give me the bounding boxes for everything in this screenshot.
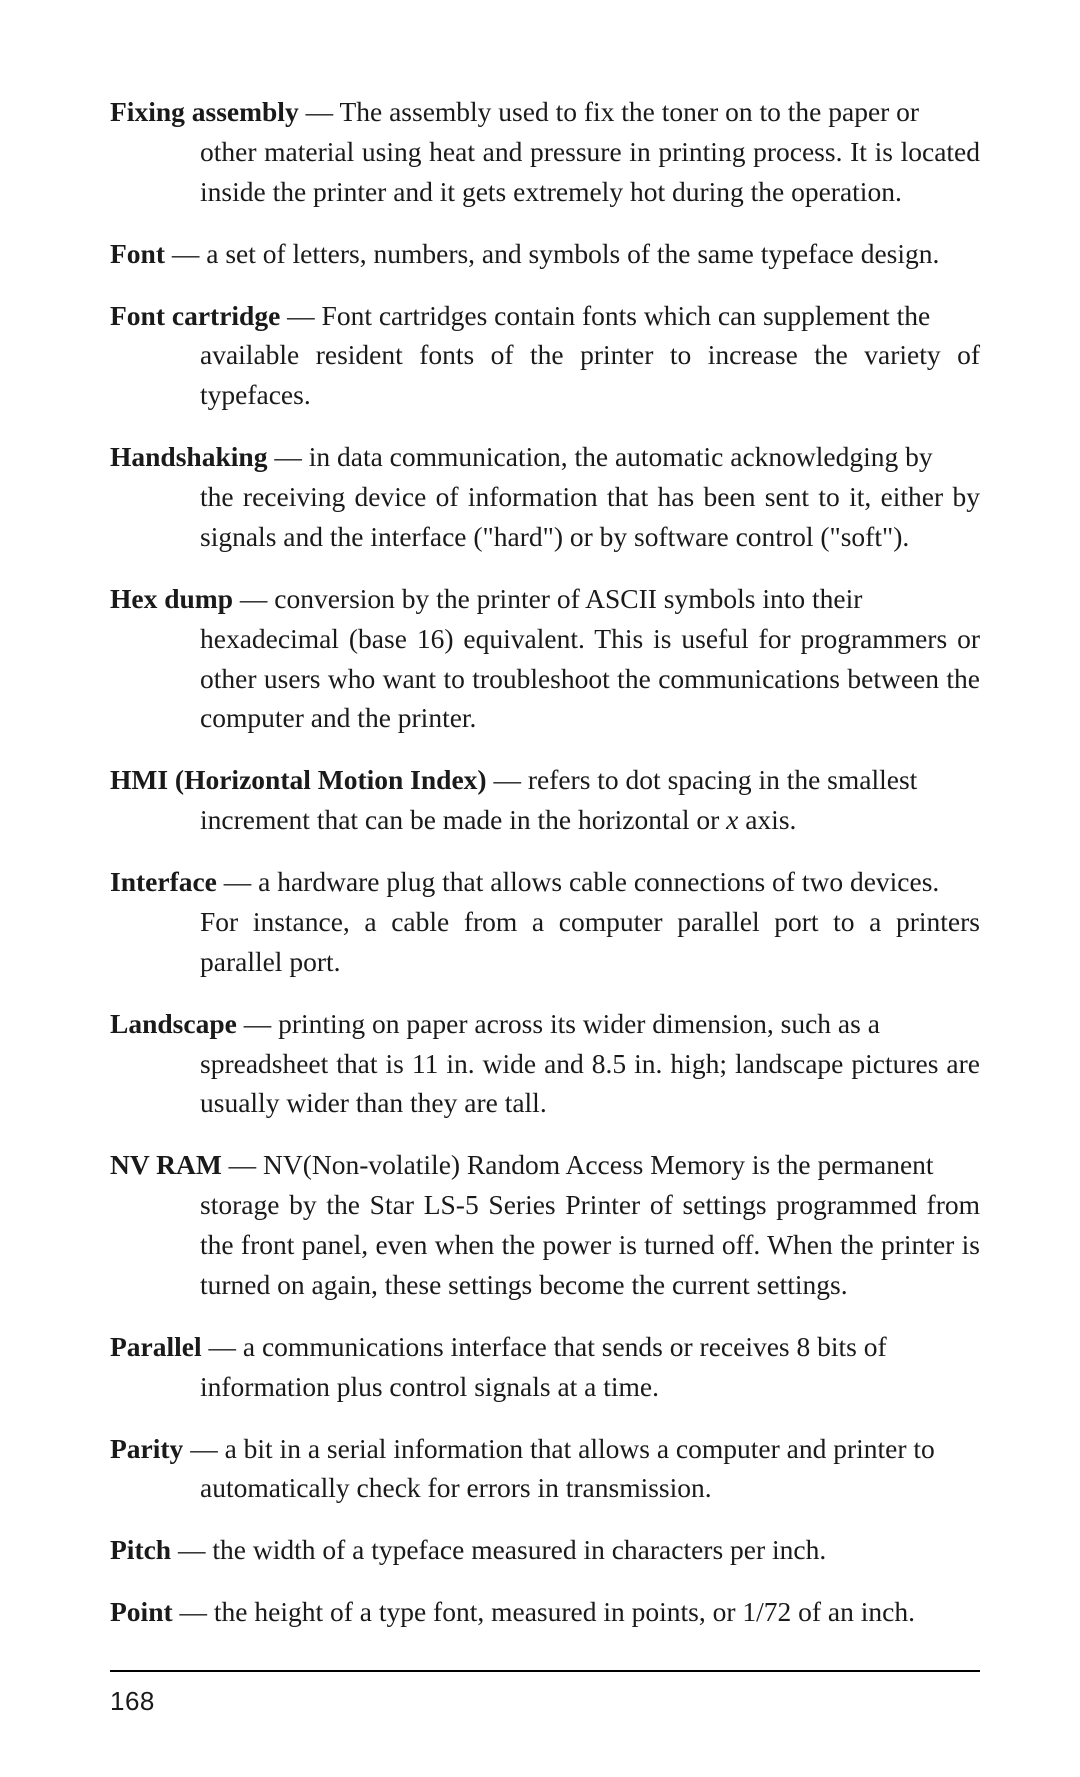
entry-first-line: Parity — a bit in a serial information t…: [110, 1429, 980, 1469]
entry-first-line-text: — NV(Non-volatile) Random Access Memory …: [222, 1149, 934, 1180]
glossary-entry: Landscape — printing on paper across its…: [110, 1004, 980, 1124]
glossary-entry: Hex dump — conversion by the printer of …: [110, 579, 980, 739]
glossary-entry: Pitch — the width of a typeface measured…: [110, 1530, 980, 1570]
glossary-entry: Parallel — a communications interface th…: [110, 1327, 980, 1407]
glossary-list: Fixing assembly — The assembly used to f…: [110, 92, 980, 1632]
entry-term: Landscape: [110, 1008, 237, 1039]
glossary-entry: Fixing assembly — The assembly used to f…: [110, 92, 980, 212]
entry-first-line-text: — conversion by the printer of ASCII sym…: [233, 583, 862, 614]
entry-term: NV RAM: [110, 1149, 222, 1180]
entry-first-line-text: — Font cartridges contain fonts which ca…: [280, 300, 930, 331]
entry-term: Parallel: [110, 1331, 202, 1362]
entry-body: automatically check for errors in transm…: [110, 1468, 980, 1508]
entry-term: Pitch: [110, 1534, 171, 1565]
glossary-entry: Interface — a hardware plug that allows …: [110, 862, 980, 982]
entry-term: Hex dump: [110, 583, 233, 614]
page-content: Fixing assembly — The assembly used to f…: [0, 0, 1080, 1777]
entry-first-line-text: — printing on paper across its wider dim…: [237, 1008, 880, 1039]
entry-term: Font: [110, 238, 165, 269]
glossary-entry: Parity — a bit in a serial information t…: [110, 1429, 980, 1509]
entry-first-line: Pitch — the width of a typeface measured…: [110, 1530, 980, 1570]
entry-first-line-text: — the height of a type font, measured in…: [173, 1596, 915, 1627]
entry-term: HMI (Horizontal Motion Index): [110, 764, 487, 795]
entry-first-line-text: — the width of a typeface measured in ch…: [171, 1534, 826, 1565]
entry-first-line: Fixing assembly — The assembly used to f…: [110, 92, 980, 132]
entry-first-line: Landscape — printing on paper across its…: [110, 1004, 980, 1044]
entry-term: Fixing assembly: [110, 96, 299, 127]
entry-first-line-text: — refers to dot spacing in the smallest: [487, 764, 918, 795]
entry-body: increment that can be made in the horizo…: [110, 800, 980, 840]
entry-term: Parity: [110, 1433, 183, 1464]
entry-first-line-text: — a bit in a serial information that all…: [183, 1433, 934, 1464]
entry-term: Interface: [110, 866, 217, 897]
entry-body: For instance, a cable from a computer pa…: [110, 902, 980, 982]
entry-first-line-text: — a set of letters, numbers, and symbols…: [165, 238, 939, 269]
footer-rule: [110, 1670, 980, 1672]
entry-term: Handshaking: [110, 441, 267, 472]
entry-first-line: NV RAM — NV(Non-volatile) Random Access …: [110, 1145, 980, 1185]
glossary-entry: HMI (Horizontal Motion Index) — refers t…: [110, 760, 980, 840]
entry-first-line-text: — a communications interface that sends …: [202, 1331, 887, 1362]
glossary-entry: Handshaking — in data communication, the…: [110, 437, 980, 557]
entry-body: other material using heat and pressure i…: [110, 132, 980, 212]
entry-first-line: HMI (Horizontal Motion Index) — refers t…: [110, 760, 980, 800]
entry-term: Font cartridge: [110, 300, 280, 331]
entry-first-line-text: — a hardware plug that allows cable conn…: [217, 866, 939, 897]
entry-first-line: Font — a set of letters, numbers, and sy…: [110, 234, 980, 274]
entry-first-line: Interface — a hardware plug that allows …: [110, 862, 980, 902]
glossary-entry: Point — the height of a type font, measu…: [110, 1592, 980, 1632]
entry-first-line: Hex dump — conversion by the printer of …: [110, 579, 980, 619]
glossary-entry: Font — a set of letters, numbers, and sy…: [110, 234, 980, 274]
entry-first-line: Point — the height of a type font, measu…: [110, 1592, 980, 1632]
entry-body: available resident fonts of the printer …: [110, 335, 980, 415]
glossary-entry: NV RAM — NV(Non-volatile) Random Access …: [110, 1145, 980, 1305]
entry-first-line-text: — The assembly used to fix the toner on …: [299, 96, 919, 127]
page-number: 168: [110, 1686, 980, 1717]
entry-body: storage by the Star LS-5 Series Printer …: [110, 1185, 980, 1305]
entry-first-line: Parallel — a communications interface th…: [110, 1327, 980, 1367]
entry-first-line: Handshaking — in data communication, the…: [110, 437, 980, 477]
entry-first-line: Font cartridge — Font cartridges contain…: [110, 296, 980, 336]
entry-term: Point: [110, 1596, 173, 1627]
entry-body: hexadecimal (base 16) equivalent. This i…: [110, 619, 980, 739]
glossary-entry: Font cartridge — Font cartridges contain…: [110, 296, 980, 416]
entry-body: the receiving device of information that…: [110, 477, 980, 557]
entry-body: information plus control signals at a ti…: [110, 1367, 980, 1407]
entry-body: spreadsheet that is 11 in. wide and 8.5 …: [110, 1044, 980, 1124]
entry-first-line-text: — in data communication, the automatic a…: [267, 441, 932, 472]
